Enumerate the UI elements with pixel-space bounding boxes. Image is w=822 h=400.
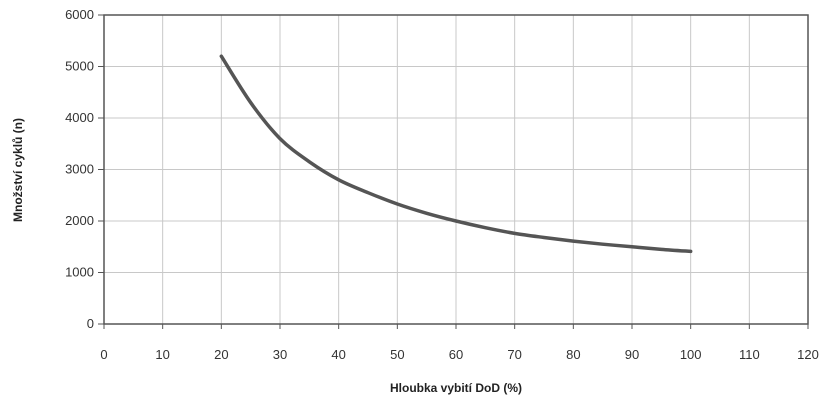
x-tick-label: 10 xyxy=(155,347,169,362)
y-tick-label: 5000 xyxy=(65,59,94,74)
x-tick-label: 60 xyxy=(449,347,463,362)
x-tick-label: 110 xyxy=(739,347,760,362)
y-tick-label: 2000 xyxy=(65,213,94,228)
x-tick-label: 20 xyxy=(214,347,228,362)
x-tick-label: 70 xyxy=(507,347,521,362)
y-tick-label: 4000 xyxy=(65,110,94,125)
x-tick-label: 80 xyxy=(566,347,580,362)
y-tick-label: 3000 xyxy=(65,162,94,177)
series-layer xyxy=(219,54,693,254)
x-tick-label: 30 xyxy=(273,347,287,362)
x-tick-label: 120 xyxy=(797,347,819,362)
y-axis-ticks: 0 1000 2000 3000 4000 5000 6000 xyxy=(65,7,104,331)
x-axis-label: Hloubka vybití DoD (%) xyxy=(390,381,522,395)
x-tick-label: 100 xyxy=(680,347,702,362)
y-tick-label: 1000 xyxy=(65,265,94,280)
series-line-0 xyxy=(219,54,693,254)
y-tick-label: 6000 xyxy=(65,7,94,22)
x-axis-ticks: 0 10 20 30 40 50 60 70 80 90 100 110 120 xyxy=(100,324,819,362)
x-tick-label: 50 xyxy=(390,347,404,362)
y-tick-label: 0 xyxy=(87,316,94,331)
x-tick-label: 90 xyxy=(625,347,639,362)
x-tick-label: 0 xyxy=(100,347,107,362)
y-axis-label: Množství cyklů (n) xyxy=(11,118,25,222)
grid-lines xyxy=(103,14,809,325)
x-tick-label: 40 xyxy=(331,347,345,362)
